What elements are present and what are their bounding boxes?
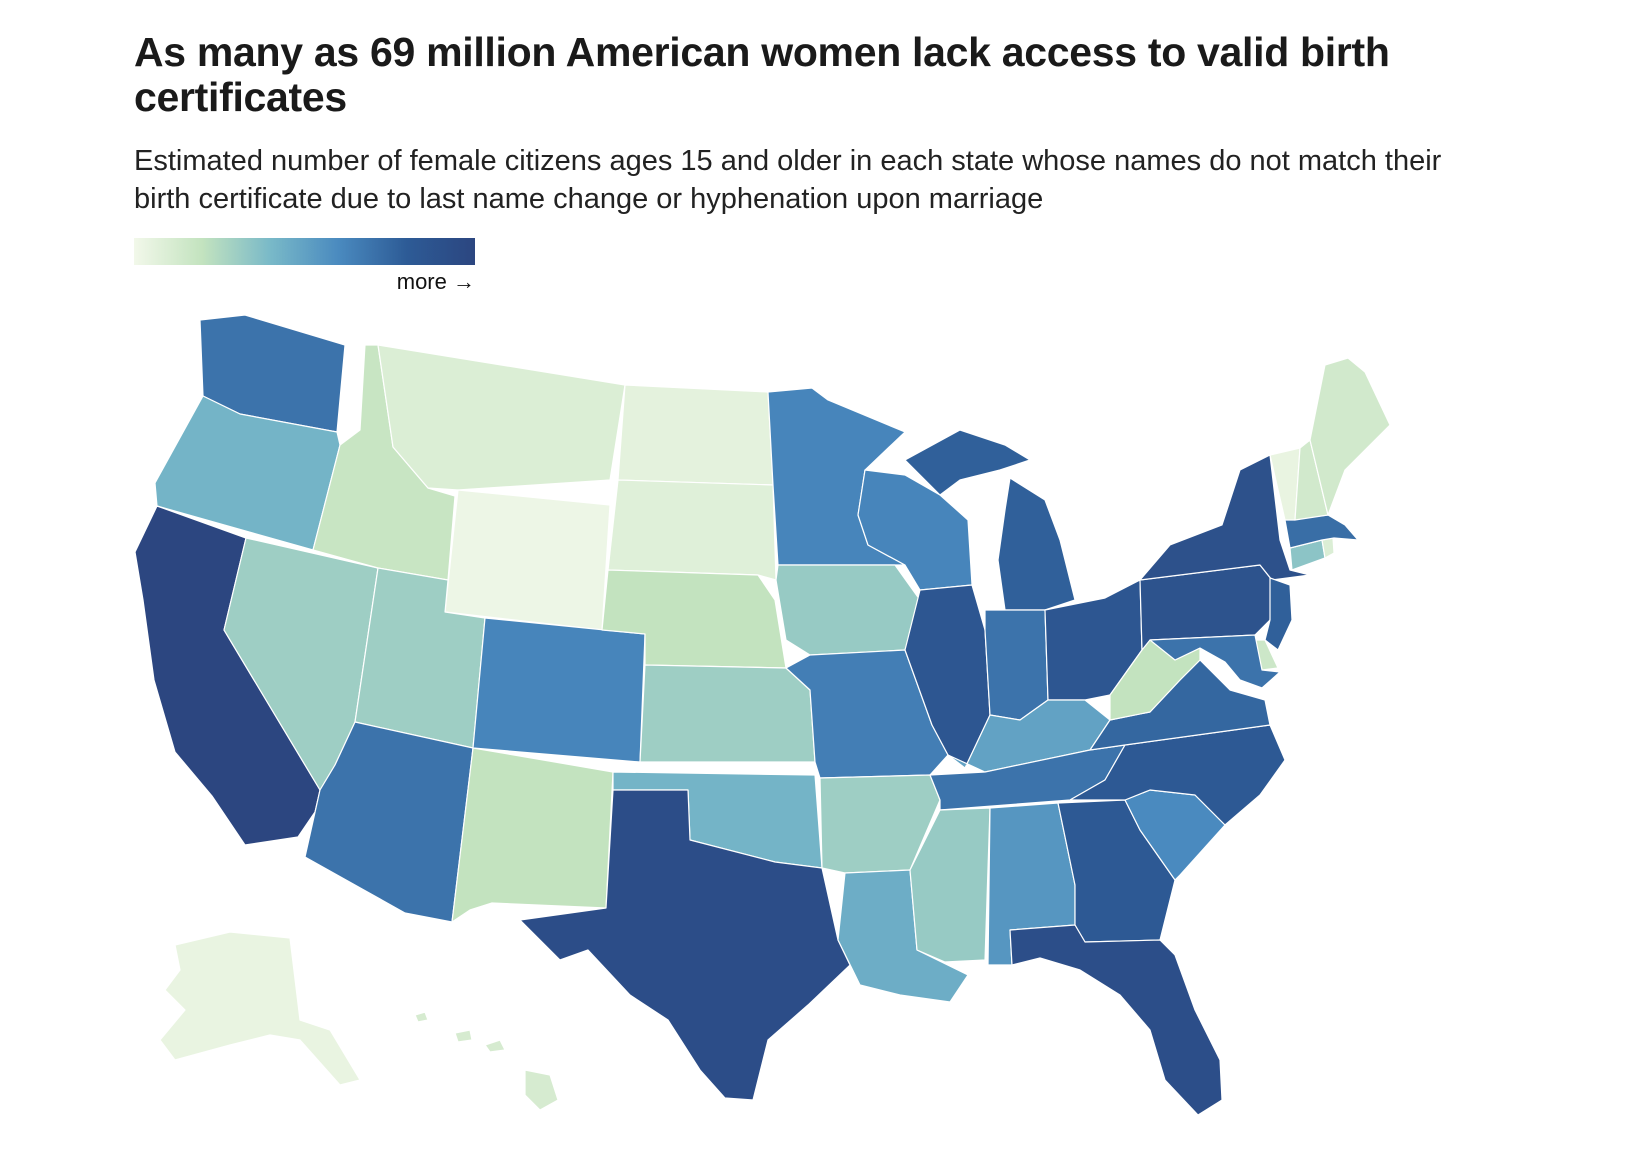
- state-wyoming[interactable]: [444, 489, 611, 631]
- legend-more-label: more →: [396, 269, 475, 294]
- state-new-jersey[interactable]: [1264, 577, 1293, 651]
- legend-color-ramp: [134, 238, 475, 265]
- state-maryland[interactable]: [1149, 634, 1281, 689]
- state-massachusetts[interactable]: [1284, 514, 1359, 549]
- state-hawaii[interactable]: [414, 1011, 559, 1111]
- state-texas[interactable]: [519, 789, 851, 1101]
- chart-title: As many as 69 million American women lac…: [134, 29, 1390, 120]
- legend-ramp-rect: [134, 238, 475, 265]
- state-indiana[interactable]: [984, 609, 1049, 721]
- state-maine[interactable]: [1309, 357, 1391, 516]
- state-kansas[interactable]: [639, 664, 816, 763]
- state-north-carolina[interactable]: [1069, 724, 1286, 826]
- state-north-dakota[interactable]: [617, 384, 774, 486]
- state-new-york[interactable]: [1139, 454, 1311, 581]
- chart-subtitle: Estimated number of female citizens ages…: [134, 145, 1442, 215]
- state-new-mexico[interactable]: [451, 747, 614, 923]
- state-colorado[interactable]: [472, 617, 646, 763]
- state-south-dakota[interactable]: [607, 479, 777, 581]
- state-alaska[interactable]: [159, 931, 361, 1086]
- state-iowa[interactable]: [775, 564, 921, 656]
- state-florida[interactable]: [1009, 924, 1223, 1116]
- state-montana[interactable]: [377, 344, 626, 491]
